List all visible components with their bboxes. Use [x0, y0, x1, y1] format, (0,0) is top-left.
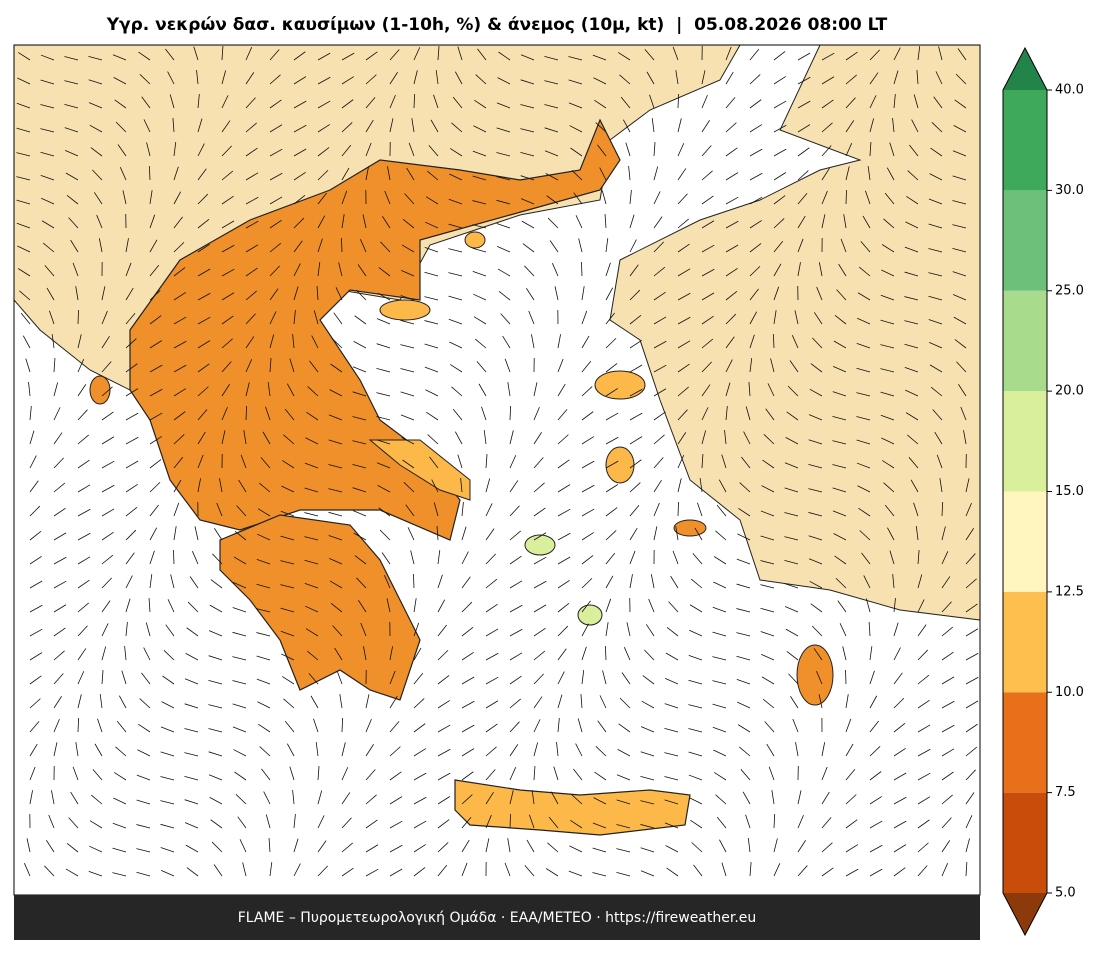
island: [606, 447, 634, 483]
colorbar-band: [1003, 291, 1047, 391]
colorbar-tick-label: 25.0: [1055, 283, 1084, 298]
colorbar-band: [1003, 391, 1047, 491]
island: [90, 376, 110, 404]
colorbar-band: [1003, 492, 1047, 592]
wind-barb: [678, 502, 679, 516]
colorbar-band: [1003, 692, 1047, 792]
map: [14, 45, 980, 895]
island: [465, 232, 485, 248]
colorbar-tick-label: 5.0: [1055, 886, 1076, 901]
colorbar: 5.0 7.5 10.0 12.5 15.0 20.0 25.0 30.0 40.0: [1003, 48, 1084, 935]
colorbar-tick-label: 20.0: [1055, 384, 1084, 399]
island: [380, 300, 430, 320]
title: Υγρ. νεκρών δασ. καυσίμων (1-10h, %) & ά…: [106, 15, 888, 35]
wind-barb: [78, 310, 79, 324]
island: [525, 535, 555, 555]
island: [595, 371, 645, 399]
colorbar-tick-label: 12.5: [1055, 584, 1084, 599]
colorbar-over: [1003, 48, 1047, 90]
wind-barb: [846, 190, 847, 204]
colorbar-tick-label: 15.0: [1055, 484, 1084, 499]
colorbar-band: [1003, 90, 1047, 190]
footer: FLAME – Πυρομετεωρολογική Ομάδα · ΕΑΑ/ME…: [238, 910, 757, 926]
colorbar-tick-label: 7.5: [1055, 785, 1076, 800]
colorbar-band: [1003, 592, 1047, 692]
colorbar-band: [1003, 190, 1047, 290]
colorbar-tick-label: 10.0: [1055, 685, 1084, 700]
wind-barb: [510, 814, 511, 828]
colorbar-under: [1003, 893, 1047, 935]
island: [674, 520, 706, 536]
island: [797, 645, 833, 705]
colorbar-tick-label: 30.0: [1055, 183, 1084, 198]
island: [578, 605, 602, 625]
colorbar-tick-label: 40.0: [1055, 83, 1084, 98]
colorbar-band: [1003, 793, 1047, 893]
